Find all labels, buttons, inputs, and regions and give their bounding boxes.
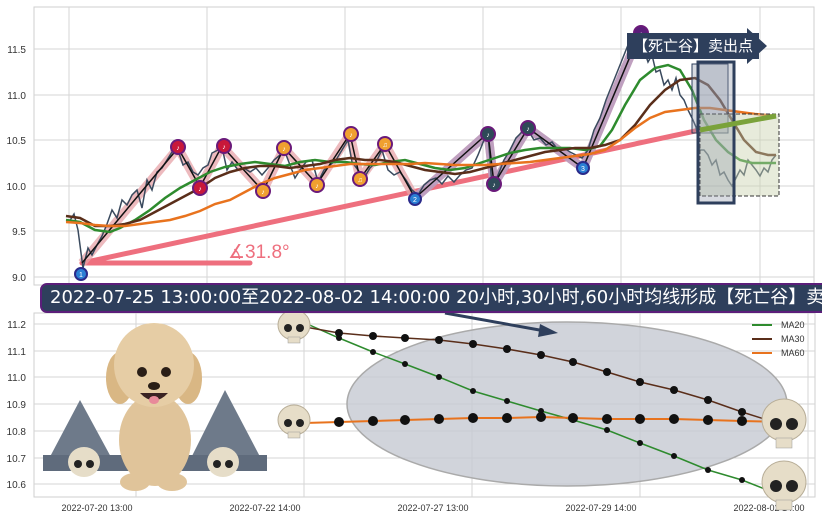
svg-text:10.6: 10.6 [7,480,27,491]
svg-text:♪: ♪ [349,132,353,139]
svg-text:11.5: 11.5 [7,45,26,56]
signal-banner: 2022-07-25 13:00:00至2022-08-02 14:00:00 … [40,283,822,313]
svg-text:♪: ♪ [315,183,319,190]
svg-text:9.0: 9.0 [12,273,26,284]
skull-icon [277,309,311,344]
projection-line [699,113,777,133]
svg-text:♪: ♪ [486,132,490,139]
marker-low: ♪ [255,183,271,199]
svg-text:♪: ♪ [282,146,286,153]
marker-high: ♪ [216,138,232,154]
marker-high: ♪ [520,120,536,136]
svg-text:10.9: 10.9 [7,400,27,411]
legend: MA20 MA30 MA60 [752,320,805,358]
top-y-axis: 11.5 11.0 10.5 10.0 9.5 9.0 [7,45,27,284]
svg-text:3: 3 [581,166,585,173]
bottom-x-axis: 2022-07-20 13:00 2022-07-22 14:00 2022-0… [61,503,804,513]
ma60-line [65,106,777,228]
pivot-2: 2 [408,192,422,206]
skull-icon [277,404,311,439]
pivot-1: 1 [74,267,88,281]
dog-illustration [43,323,267,491]
svg-text:MA20: MA20 [781,320,805,330]
bottom-y-axis: 11.2 11.1 11.0 10.9 10.8 10.7 10.6 [7,320,27,491]
svg-text:2022-07-20 13:00: 2022-07-20 13:00 [61,503,132,513]
svg-text:♪: ♪ [222,144,226,151]
svg-text:10.0: 10.0 [7,182,27,193]
svg-text:9.5: 9.5 [12,227,26,238]
pointer-arrow [444,311,546,333]
skull-icon [761,460,807,511]
svg-text:♪: ♪ [526,126,530,133]
svg-text:♫: ♫ [357,177,362,184]
svg-text:2022-08-02 14:00: 2022-08-02 14:00 [733,503,804,513]
ma-data-points [334,329,747,483]
death-valley-box [696,60,736,205]
price-line [68,31,777,269]
svg-text:2022-07-22 14:00: 2022-07-22 14:00 [229,503,300,513]
svg-text:2022-07-29 14:00: 2022-07-29 14:00 [565,503,636,513]
wave-line [81,32,641,264]
pivot-3: 3 [576,161,590,175]
marker-low: ♪ [486,176,502,192]
svg-text:2: 2 [413,197,417,204]
marker-high: ♪ [343,126,359,142]
ma20-line [65,63,776,234]
svg-text:♪: ♪ [261,189,265,196]
skull-icon [761,398,807,449]
svg-text:10.7: 10.7 [7,454,27,465]
svg-text:♪: ♪ [492,182,496,189]
angle-label: ∡31.8° [228,242,290,263]
svg-text:10.8: 10.8 [7,427,27,438]
svg-text:MA30: MA30 [781,334,805,344]
svg-text:11.1: 11.1 [7,347,26,358]
marker-low: ♫ [352,171,368,187]
svg-text:11.0: 11.0 [7,373,26,384]
signal-label: 【死亡谷】卖出点 [627,33,760,59]
svg-text:♪: ♪ [198,186,202,193]
marker-high: ♪ [170,139,186,155]
marker-low: ♪ [309,177,325,193]
marker-high: ♪ [276,140,292,156]
svg-text:11.0: 11.0 [7,91,26,102]
svg-text:1: 1 [79,272,83,279]
marker-low: ♪ [192,180,208,196]
ma-detail-chart: 11.2 11.1 11.0 10.9 10.8 10.7 10.6 2022-… [7,309,816,513]
svg-text:2022-07-27 13:00: 2022-07-27 13:00 [397,503,468,513]
pointer-arrowhead [538,324,558,337]
svg-text:11.2: 11.2 [7,320,26,331]
svg-text:♪: ♪ [176,145,180,152]
ma30-line [65,76,776,228]
marker-high: ♪ [480,126,496,142]
svg-text:♫: ♫ [382,142,387,149]
marker-high: ♫ [377,136,393,152]
svg-text:MA60: MA60 [781,348,805,358]
svg-text:10.5: 10.5 [7,136,27,147]
